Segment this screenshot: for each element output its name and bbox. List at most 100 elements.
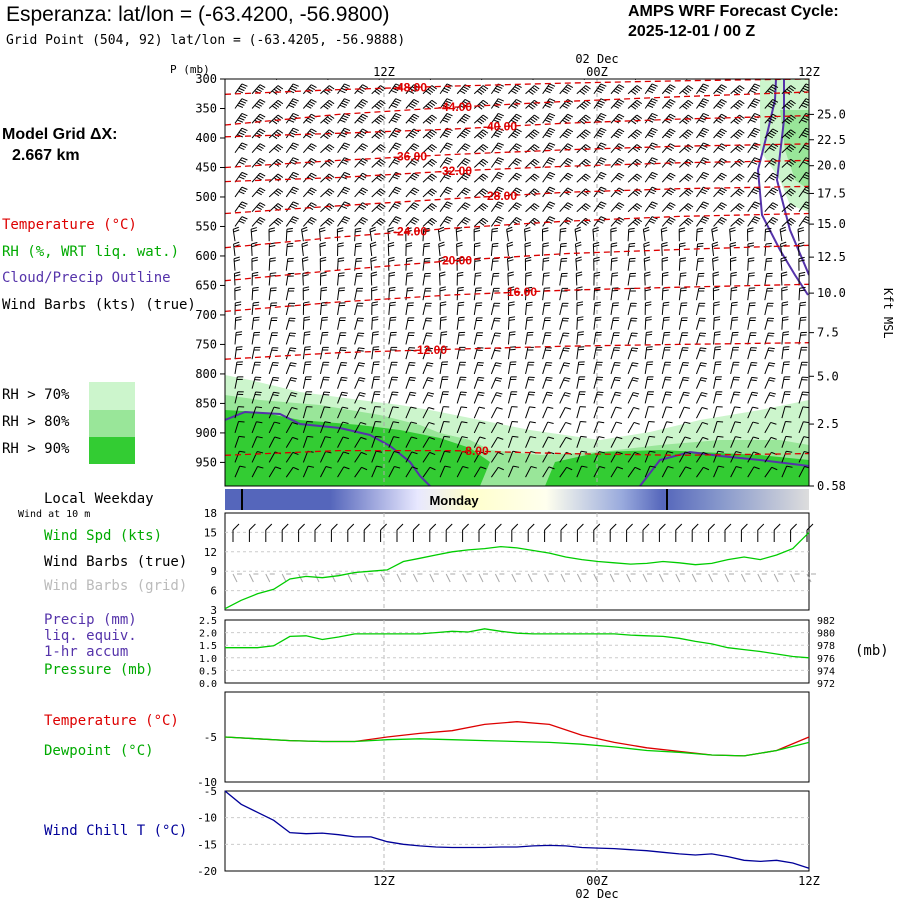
wind-barb-flag xyxy=(765,242,772,245)
wind-barb-flag xyxy=(273,376,280,379)
pressure-tick-label: 450 xyxy=(195,160,217,174)
wind-barb-staff xyxy=(234,391,239,404)
wind-barb-staff xyxy=(661,143,671,154)
wind-barb-staff xyxy=(764,158,774,168)
wind-barb-staff xyxy=(747,392,753,404)
wind-barb-staff xyxy=(576,173,586,183)
wind-barb-flag xyxy=(799,274,806,277)
grid-barb-staff xyxy=(232,573,238,583)
wind-barb-flag xyxy=(512,132,519,137)
wind-barb-staff xyxy=(439,391,444,404)
weekday-label: Local Weekday xyxy=(44,491,154,507)
wind-barb-staff xyxy=(388,172,397,183)
wind-barb-flag xyxy=(530,465,537,469)
wind-barb-flag xyxy=(426,379,433,382)
wind-barb-flag xyxy=(565,204,572,209)
wind-barb-flag xyxy=(618,128,625,133)
wind-barb-staff xyxy=(696,79,698,80)
wind-barb-flag xyxy=(362,187,368,192)
wind-barb-flag xyxy=(413,157,420,162)
wind-barb-staff xyxy=(422,392,429,404)
wind-barb-flag xyxy=(563,364,570,367)
wind-barb-flag xyxy=(636,99,643,105)
wind-barb-staff xyxy=(747,157,756,168)
wind-barb-flag xyxy=(310,128,317,133)
wind-barb xyxy=(405,332,415,345)
wind-barb-flag xyxy=(721,172,727,177)
wind-barb-flag xyxy=(717,88,724,93)
wind-barb-staff xyxy=(730,302,733,315)
wind-barb xyxy=(593,301,602,315)
wind-barb-flag xyxy=(495,161,501,165)
wind-barb-flag xyxy=(291,129,298,134)
wind-barb-flag xyxy=(234,289,241,292)
wind-barb-flag xyxy=(275,101,282,106)
wind-barb-staff xyxy=(474,79,476,80)
wind-barb xyxy=(593,256,600,271)
wind-barb-flag xyxy=(596,134,602,138)
wind-barb-staff xyxy=(456,421,462,434)
wind-barb-staff xyxy=(525,362,529,375)
wind-barb xyxy=(576,346,585,360)
wind-barb-flag xyxy=(734,391,741,394)
wind-barb-staff xyxy=(644,273,646,286)
wind-barb-flag xyxy=(751,132,758,136)
wind-barb-flag xyxy=(360,218,367,223)
wind-barb-flag xyxy=(786,221,793,226)
temperature-contour-label: -8.00 xyxy=(461,444,489,458)
wind-barb-flag xyxy=(615,220,621,225)
wind-barb xyxy=(285,127,299,139)
pressure-axis: 3003504004505005506006507007508008509009… xyxy=(195,72,225,469)
wind-barb xyxy=(559,317,569,330)
wind-barb-flag xyxy=(524,227,531,230)
wind-barb-staff xyxy=(405,273,408,286)
wind-barb xyxy=(747,347,757,360)
wind-barb xyxy=(559,202,574,213)
wind-barb-staff xyxy=(437,229,441,242)
grid-barb-staff xyxy=(691,573,697,583)
wind-barb-flag xyxy=(414,70,419,73)
temperature-contour-line xyxy=(225,114,809,138)
wind-barb-flag xyxy=(802,146,809,151)
wind-barb-staff xyxy=(781,317,784,330)
wind-barb xyxy=(371,465,383,478)
wind-barb-flag xyxy=(752,73,758,75)
wind-barb-flag xyxy=(461,206,468,211)
wind-barb-flag xyxy=(615,176,621,181)
wind-barb xyxy=(369,226,377,242)
wind-barb xyxy=(456,436,468,448)
wind-barb-staff xyxy=(302,376,307,389)
height-tick-label: 10.0 xyxy=(817,286,846,300)
wind-barb-flag xyxy=(252,286,259,289)
wind-barb-flag xyxy=(735,191,741,197)
wind-barb-flag xyxy=(631,349,638,352)
wind-barb xyxy=(747,171,761,183)
wind-barb-flag xyxy=(717,176,724,181)
wind-barb xyxy=(508,84,522,95)
wind-barb-staff xyxy=(678,258,681,271)
wind-barb-staff xyxy=(473,406,480,419)
wind-barb-flag xyxy=(240,159,247,163)
wind-barb-flag xyxy=(719,159,726,164)
wind-barb-flag xyxy=(289,132,296,136)
wind-barb-flag xyxy=(512,191,519,196)
wind-barb-flag xyxy=(563,379,570,382)
wind-barb-flag xyxy=(328,188,335,193)
wind-barb xyxy=(285,377,297,389)
wind-barb-staff xyxy=(337,186,345,198)
wind-barb xyxy=(542,317,551,330)
wind-barb-staff xyxy=(439,406,444,419)
grid-barb-staff xyxy=(626,573,632,583)
wind-barb-flag xyxy=(600,201,607,205)
wind-barb-flag xyxy=(257,130,264,135)
wind-barb-flag xyxy=(256,88,262,93)
wind-barb xyxy=(439,406,450,419)
wind-barb-flag xyxy=(664,104,671,109)
grid-barb-staff xyxy=(773,573,779,583)
wind-barb-flag xyxy=(508,289,515,292)
wind-barb-staff xyxy=(713,128,722,139)
wind-barb-staff xyxy=(696,467,704,478)
wind-barb xyxy=(678,302,688,316)
temperature-contour-label: -32.00 xyxy=(438,164,472,178)
wind-barb-flag xyxy=(700,87,707,92)
